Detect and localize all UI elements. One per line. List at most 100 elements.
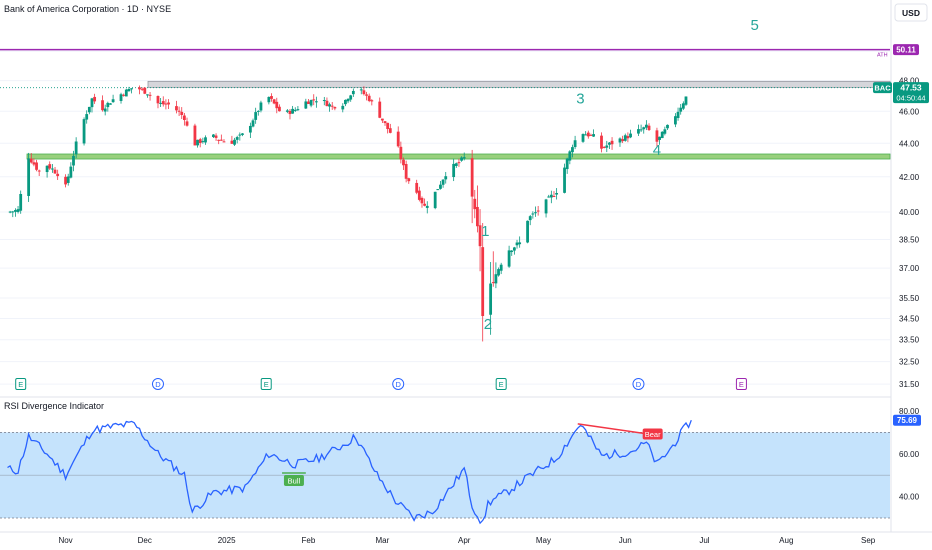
candle-body <box>180 111 184 116</box>
candle-body <box>204 137 207 143</box>
candle-body <box>222 141 226 143</box>
rsi-indicator-title[interactable]: RSI Divergence Indicator <box>4 401 104 411</box>
candle-body <box>330 105 334 107</box>
candle-body <box>684 96 688 105</box>
candle-body <box>676 111 680 118</box>
candle-body <box>452 163 456 178</box>
divergence-lines: Bull Bear <box>282 423 663 487</box>
price-gridlines <box>0 50 890 385</box>
candle-body <box>11 211 15 213</box>
candle-body <box>433 191 437 209</box>
candle-body <box>56 173 60 177</box>
time-tick-label: Nov <box>58 536 72 545</box>
candle-body <box>322 100 326 102</box>
time-tick-labels: Nov Dec 2025 Feb Mar Apr May Jun Jul Aug Sep <box>58 536 875 545</box>
candle-body <box>441 179 445 185</box>
candle-body <box>74 141 78 155</box>
earnings-marker <box>495 378 507 390</box>
candle-body <box>476 206 479 227</box>
candle-body <box>642 127 646 130</box>
wave-label: 1 <box>481 223 489 240</box>
time-tick-label: Mar <box>375 536 389 545</box>
candle-body <box>644 124 648 128</box>
price-tick-label: 44.00 <box>899 139 920 148</box>
candle-body <box>314 101 318 103</box>
candle-body <box>278 106 281 112</box>
candle-body <box>681 103 685 109</box>
bull-label-bg <box>283 475 304 487</box>
price-tick-label: 42.00 <box>899 173 920 182</box>
candle-body <box>378 101 382 118</box>
candle-body <box>349 95 353 100</box>
candle-body <box>251 120 255 127</box>
candle-body <box>138 87 141 90</box>
candle-body <box>267 96 271 103</box>
candle-body <box>124 89 128 97</box>
candle-body <box>563 167 566 193</box>
candle-body <box>388 128 392 133</box>
candle-body <box>571 147 574 153</box>
candle-body <box>470 158 474 197</box>
candle-body <box>185 121 189 126</box>
candle-body <box>101 100 104 111</box>
candle-body <box>19 193 23 211</box>
resistance-zone <box>147 80 891 88</box>
wave-label: 3 <box>576 90 584 107</box>
candle-body <box>444 176 448 180</box>
ath-price-label: 50.11 <box>896 46 916 55</box>
rsi-tick-label: 60.00 <box>899 450 920 459</box>
earnings-marker <box>260 378 272 390</box>
candle-body <box>212 134 215 138</box>
price-tick-label: 34.50 <box>899 315 920 324</box>
candle-body <box>127 88 131 92</box>
last-price-label: 47.53 <box>900 83 922 93</box>
candle-body <box>344 99 347 105</box>
price-tick-label: 38.50 <box>899 236 920 245</box>
candle-body <box>109 103 112 105</box>
price-tick-label: 48.00 <box>899 77 920 86</box>
candle-body <box>581 134 585 142</box>
candle-body <box>333 107 337 109</box>
candle-body <box>660 131 664 139</box>
time-tick-label: May <box>536 536 551 545</box>
candle-body <box>50 168 54 170</box>
earnings-marker <box>15 378 27 390</box>
candle-body <box>45 165 49 173</box>
candle-body <box>351 90 355 95</box>
candle-body <box>383 121 387 124</box>
candle-body <box>48 164 52 169</box>
candle-body <box>494 274 498 284</box>
candle-body <box>552 196 556 198</box>
time-tick-label: Sep <box>861 536 876 545</box>
time-axis[interactable]: Nov Dec 2025 Feb Mar Apr May Jun Jul Aug Sep <box>0 531 932 545</box>
currency-button[interactable]: USD <box>894 3 928 22</box>
candle-body <box>402 159 405 166</box>
candle-body <box>639 129 643 131</box>
earnings-marker <box>735 378 747 390</box>
event-letter: D <box>636 380 642 389</box>
candle-body <box>90 98 94 108</box>
candle-body <box>164 103 168 105</box>
symbol-title[interactable]: Bank of America Corporation · 1D · NYSE <box>4 4 171 14</box>
candle-body <box>663 129 667 134</box>
candle-body <box>454 163 458 166</box>
candle-body <box>312 99 316 101</box>
candle-body <box>217 139 221 141</box>
candle-body <box>481 247 485 317</box>
price-scale[interactable]: 31.50 32.50 33.50 34.50 35.50 37.00 38.50 40.00… <box>890 0 932 532</box>
event-letter: E <box>739 380 744 389</box>
candle-body <box>328 104 331 107</box>
candle-body <box>549 194 553 198</box>
candle-body <box>143 87 147 94</box>
candle-body <box>122 94 126 96</box>
candle-body <box>37 170 41 172</box>
dividend-marker <box>392 378 405 390</box>
candle-body <box>568 151 572 161</box>
candle-body <box>241 133 244 135</box>
candle-body <box>592 134 595 137</box>
price-panel: 1 2 3 4 5 E D E D E D E <box>0 17 891 390</box>
candle-body <box>72 155 75 166</box>
time-tick-label: Feb <box>302 536 316 545</box>
candle-body <box>460 157 463 161</box>
candle-body <box>605 145 609 148</box>
